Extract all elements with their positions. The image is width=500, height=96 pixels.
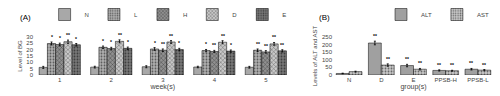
- svg-text:group(s): group(s): [400, 83, 426, 91]
- svg-text:**: **: [280, 42, 284, 48]
- svg-text:AST: AST: [477, 12, 489, 18]
- svg-text:N: N: [85, 12, 89, 18]
- svg-text:N: N: [347, 77, 351, 83]
- svg-text:*: *: [102, 38, 104, 44]
- svg-text:**: **: [66, 32, 70, 38]
- svg-text:D: D: [379, 77, 384, 83]
- svg-text:100: 100: [322, 57, 333, 63]
- svg-text:(B): (B): [319, 13, 330, 22]
- svg-text:**: **: [272, 34, 276, 40]
- svg-text:**: **: [221, 33, 225, 39]
- svg-text:E: E: [411, 77, 415, 83]
- svg-text:**: **: [418, 60, 422, 66]
- svg-text:2: 2: [110, 77, 114, 83]
- svg-text:**: **: [450, 62, 454, 68]
- svg-text:D: D: [232, 12, 237, 18]
- svg-text:ALT: ALT: [421, 12, 432, 18]
- svg-text:**: **: [118, 32, 122, 38]
- svg-text:**: **: [161, 41, 165, 47]
- svg-text:1: 1: [58, 77, 62, 83]
- svg-text:0: 0: [329, 72, 333, 78]
- svg-text:*: *: [51, 34, 53, 40]
- svg-text:*: *: [205, 41, 207, 47]
- svg-text:**: **: [469, 60, 473, 66]
- svg-text:*: *: [127, 39, 129, 45]
- svg-text:week(s): week(s): [150, 83, 176, 91]
- svg-text:(A): (A): [20, 13, 31, 22]
- svg-text:**: **: [373, 33, 377, 39]
- svg-text:3: 3: [161, 77, 165, 83]
- svg-text:4: 4: [213, 77, 217, 83]
- svg-text:25: 25: [26, 40, 33, 46]
- svg-text:**: **: [256, 41, 260, 47]
- svg-text:5: 5: [264, 77, 268, 83]
- svg-text:50: 50: [325, 64, 332, 70]
- svg-text:**: **: [405, 56, 409, 62]
- svg-text:5: 5: [30, 66, 34, 72]
- svg-text:*: *: [230, 42, 232, 48]
- svg-text:Levels of ALT and AST: Levels of ALT and AST: [312, 25, 318, 86]
- svg-text:PPSB-H: PPSB-H: [435, 77, 457, 83]
- svg-text:*: *: [154, 40, 156, 46]
- svg-text:200: 200: [322, 42, 333, 48]
- svg-text:10: 10: [26, 59, 33, 65]
- svg-text:150: 150: [322, 49, 333, 55]
- svg-text:*: *: [75, 36, 77, 42]
- svg-text:30: 30: [26, 34, 33, 40]
- svg-text:L: L: [134, 12, 138, 18]
- svg-text:Level of BG: Level of BG: [17, 40, 23, 72]
- svg-text:**: **: [264, 43, 268, 49]
- svg-text:*: *: [178, 40, 180, 46]
- svg-text:20: 20: [26, 47, 33, 53]
- svg-text:15: 15: [26, 53, 33, 59]
- svg-text:**: **: [386, 56, 390, 62]
- svg-text:H: H: [183, 12, 187, 18]
- svg-text:**: **: [482, 62, 486, 68]
- svg-text:0: 0: [30, 72, 34, 78]
- svg-text:*: *: [110, 39, 112, 45]
- svg-text:**: **: [212, 42, 216, 48]
- svg-text:250: 250: [322, 34, 333, 40]
- svg-text:**: **: [437, 62, 441, 68]
- svg-text:*: *: [59, 35, 61, 41]
- svg-text:E: E: [282, 12, 286, 18]
- svg-text:**: **: [169, 33, 173, 39]
- svg-text:PPSB-L: PPSB-L: [467, 77, 489, 83]
